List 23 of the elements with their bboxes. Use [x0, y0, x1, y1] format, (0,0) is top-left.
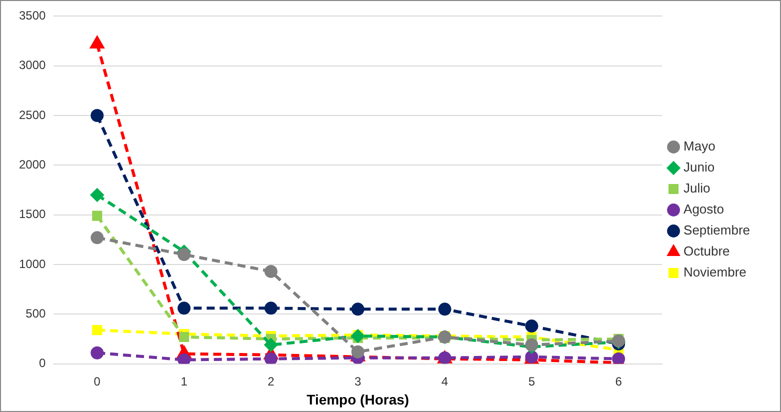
legend-label: Mayo	[684, 138, 716, 154]
x-tick-label: 3	[354, 374, 362, 388]
x-tick-label: 6	[615, 374, 622, 388]
x-tick-label: 5	[528, 374, 536, 388]
y-tick-label: 2500	[18, 108, 46, 122]
legend-label: Octubre	[684, 244, 730, 259]
y-tick-label: 500	[26, 306, 46, 320]
legend-label: Septiembre	[684, 222, 750, 238]
y-tick-label: 0	[39, 356, 46, 370]
x-tick-label: 4	[441, 374, 448, 388]
legend-label: Julio	[684, 180, 710, 196]
x-tick-label: 0	[94, 374, 101, 388]
x-tick-label: 2	[268, 374, 275, 388]
x-tick-label: 1	[180, 374, 188, 388]
y-tick-label: 1000	[18, 256, 46, 271]
x-axis-title: Tiempo (Horas)	[306, 391, 410, 408]
y-tick-label: 2000	[18, 157, 46, 172]
y-tick-label: 3500	[18, 8, 46, 23]
y-tick-label: 1500	[18, 207, 46, 222]
y-tick-label: 3000	[18, 58, 46, 72]
legend-label: Junio	[684, 160, 715, 175]
legend-label: Noviembre	[684, 264, 746, 280]
legend-label: Agosto	[684, 202, 724, 217]
